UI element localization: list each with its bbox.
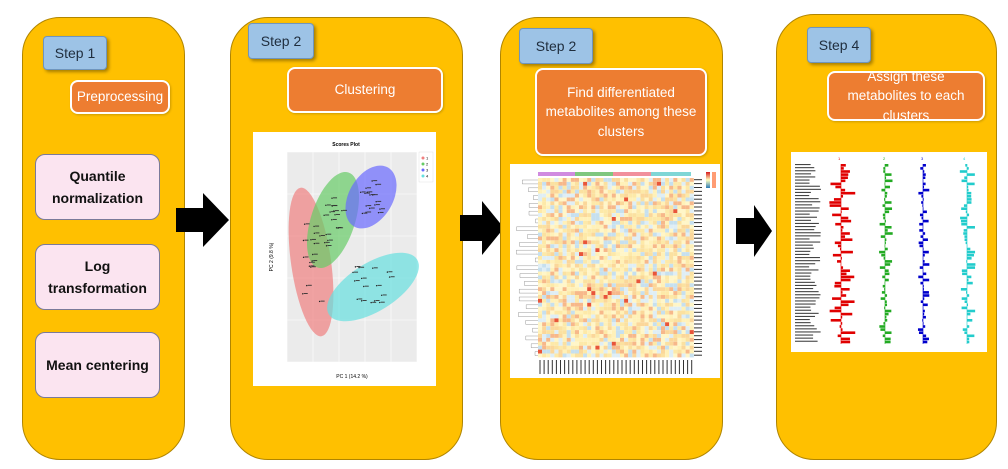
substep-log-transformation: Log transformation bbox=[35, 244, 160, 310]
step1-panel: Step 1 Preprocessing Quantile normalizat… bbox=[22, 17, 185, 460]
cluster-bars-figure: 1 2 3 4 bbox=[791, 152, 987, 352]
step1-title: Preprocessing bbox=[70, 80, 170, 114]
pca-legend-4: 4 bbox=[426, 174, 429, 179]
pca-xlabel: PC 1 (14.2 %) bbox=[336, 374, 368, 380]
pca-scores-plot: Scores Plot 1 2 3 4 PC 1 (14.2 %) PC 2 (… bbox=[253, 132, 436, 386]
substep-mean-centering: Mean centering bbox=[35, 332, 160, 398]
pca-legend-1: 1 bbox=[426, 156, 429, 161]
pca-plot-title: Scores Plot bbox=[332, 142, 360, 148]
step2-tag: Step 2 bbox=[248, 23, 314, 59]
step1-tag: Step 1 bbox=[43, 36, 107, 70]
step2-clustering-panel: Step 2 Clustering Scores Plot 1 2 3 4 PC… bbox=[230, 17, 463, 460]
arrow-right-icon bbox=[176, 193, 229, 247]
step3-title: Find differentiated metabolites among th… bbox=[535, 68, 707, 156]
step4-tag: Step 4 bbox=[807, 27, 871, 63]
bars-col-2: 2 bbox=[883, 156, 886, 161]
arrow-right-icon bbox=[736, 205, 772, 257]
pca-legend-3: 3 bbox=[426, 168, 429, 173]
step3-differentiation-panel: Step 2 Find differentiated metabolites a… bbox=[500, 17, 723, 460]
step4-assignment-panel: Step 4 Assign these metabolites to each … bbox=[776, 14, 997, 460]
pca-ylabel: PC 2 (9.8 %) bbox=[269, 242, 275, 271]
step3-tag: Step 2 bbox=[519, 28, 593, 64]
arrow-right-icon bbox=[460, 201, 504, 255]
step2-title: Clustering bbox=[287, 67, 443, 113]
step4-title: Assign these metabolites to each cluster… bbox=[827, 69, 985, 123]
substep-quantile-normalization: Quantile normalization bbox=[35, 154, 160, 220]
bars-col-4: 4 bbox=[963, 156, 966, 161]
bars-col-3: 3 bbox=[921, 156, 924, 161]
heatmap-figure bbox=[510, 164, 720, 378]
pca-legend-2: 2 bbox=[426, 162, 429, 167]
bars-col-1: 1 bbox=[838, 156, 841, 161]
